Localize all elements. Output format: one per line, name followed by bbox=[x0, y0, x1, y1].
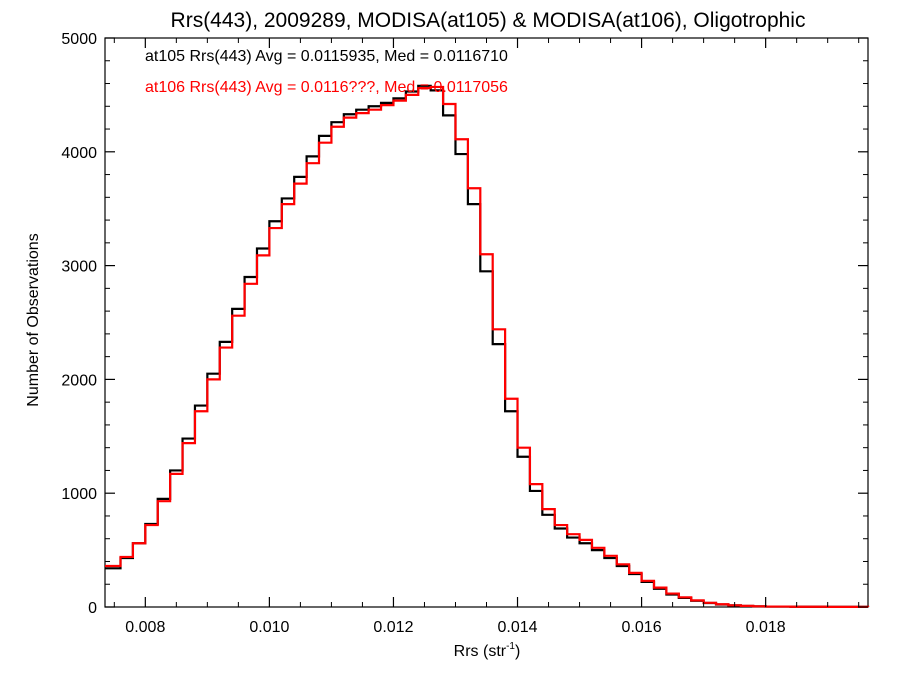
x-tick-label: 0.014 bbox=[497, 619, 537, 636]
y-tick-label: 3000 bbox=[61, 259, 97, 276]
ticks-layer: 0.008 0.010 0.012 0.014 0.016 0.018 0 1000 2000 3… bbox=[61, 31, 868, 636]
y-tick-label: 4000 bbox=[61, 145, 97, 162]
x-tick-label: 0.010 bbox=[249, 619, 289, 636]
y-tick-label: 0 bbox=[88, 600, 97, 617]
chart-title: Rrs(443), 2009289, MODISA(at105) & MODIS… bbox=[171, 9, 806, 32]
x-tick-label: 0.012 bbox=[373, 619, 413, 636]
y-tick-label: 2000 bbox=[61, 372, 97, 389]
annotation-at106: at106 Rrs(443) Avg = 0.0116???, Med = 0.… bbox=[145, 79, 508, 96]
x-tick-label: 0.018 bbox=[746, 619, 786, 636]
y-axis-label: Number of Observations bbox=[25, 233, 42, 406]
series-1-histogram-line bbox=[105, 85, 870, 608]
x-tick-label: 0.008 bbox=[125, 619, 165, 636]
x-tick-label: 0.016 bbox=[622, 619, 662, 636]
y-tick-label: 1000 bbox=[61, 486, 97, 503]
series-layer bbox=[105, 84, 870, 608]
y-tick-label: 5000 bbox=[61, 31, 97, 48]
series-0-histogram-line bbox=[105, 84, 870, 608]
plot-frame bbox=[104, 37, 869, 608]
x-axis-label: Rrs (str-1) bbox=[454, 641, 521, 660]
annotation-at105: at105 Rrs(443) Avg = 0.0115935, Med = 0.… bbox=[145, 48, 508, 65]
